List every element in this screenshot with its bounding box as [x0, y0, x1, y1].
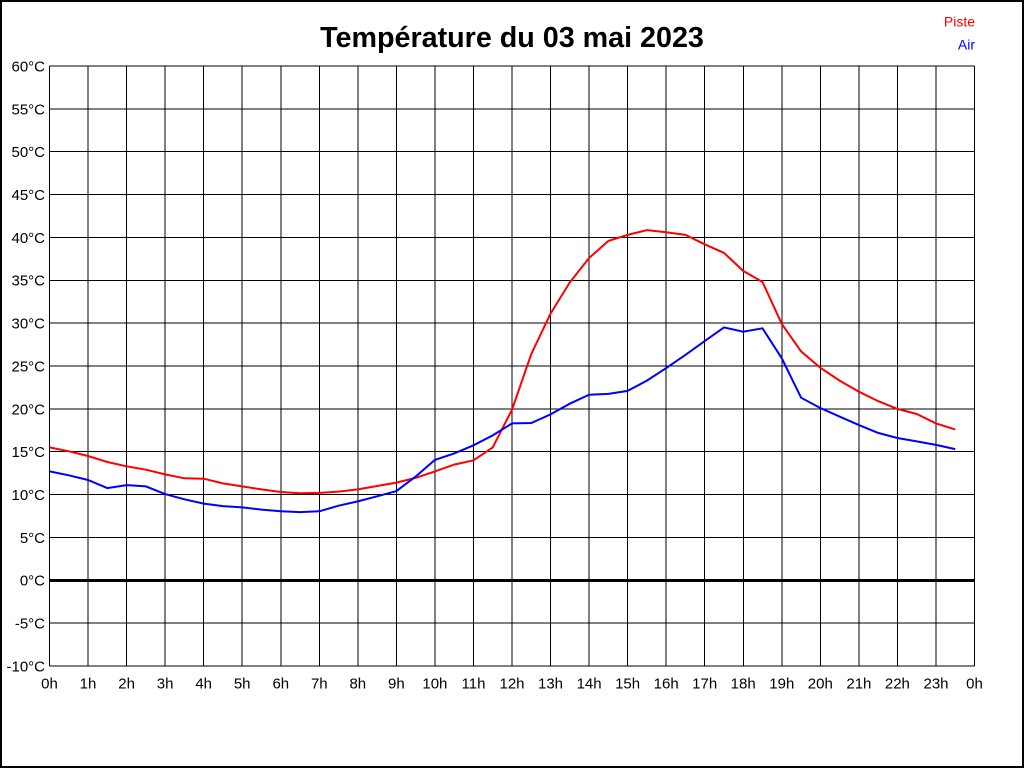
svg-text:40°C: 40°C — [11, 230, 45, 247]
svg-text:9h: 9h — [388, 676, 405, 693]
svg-text:25°C: 25°C — [11, 358, 45, 375]
svg-text:7h: 7h — [311, 676, 328, 693]
svg-text:15h: 15h — [615, 676, 640, 693]
svg-text:55°C: 55°C — [11, 101, 45, 118]
svg-text:11h: 11h — [462, 676, 486, 693]
svg-text:-10°C: -10°C — [6, 658, 45, 675]
svg-text:4h: 4h — [195, 676, 212, 693]
svg-text:45°C: 45°C — [11, 187, 45, 204]
svg-text:23h: 23h — [923, 676, 948, 693]
svg-text:10°C: 10°C — [11, 487, 45, 504]
svg-text:21h: 21h — [846, 676, 871, 693]
svg-text:1h: 1h — [80, 676, 97, 693]
svg-text:Air: Air — [958, 37, 975, 53]
svg-text:Piste: Piste — [944, 14, 975, 30]
svg-text:5°C: 5°C — [20, 530, 45, 547]
svg-text:0h: 0h — [41, 676, 58, 693]
svg-text:14h: 14h — [577, 676, 602, 693]
svg-text:13h: 13h — [538, 676, 563, 693]
svg-text:6h: 6h — [272, 676, 289, 693]
svg-text:5h: 5h — [234, 676, 251, 693]
svg-text:-5°C: -5°C — [15, 616, 45, 633]
svg-text:0°C: 0°C — [20, 573, 45, 590]
svg-text:12h: 12h — [499, 676, 524, 693]
svg-text:20h: 20h — [808, 676, 833, 693]
svg-text:60°C: 60°C — [11, 58, 45, 75]
svg-text:8h: 8h — [349, 676, 366, 693]
svg-text:30°C: 30°C — [11, 316, 45, 333]
svg-text:20°C: 20°C — [11, 401, 45, 418]
svg-text:50°C: 50°C — [11, 144, 45, 161]
svg-text:18h: 18h — [731, 676, 756, 693]
svg-text:0h: 0h — [966, 676, 983, 693]
svg-text:3h: 3h — [157, 676, 174, 693]
svg-text:15°C: 15°C — [11, 444, 45, 461]
svg-text:16h: 16h — [654, 676, 679, 693]
svg-text:2h: 2h — [118, 676, 135, 693]
svg-text:17h: 17h — [692, 676, 717, 693]
svg-text:22h: 22h — [885, 676, 910, 693]
svg-text:19h: 19h — [769, 676, 794, 693]
svg-text:35°C: 35°C — [11, 273, 45, 290]
svg-text:10h: 10h — [422, 676, 447, 693]
svg-text:Température du 03 mai 2023: Température du 03 mai 2023 — [320, 22, 704, 54]
